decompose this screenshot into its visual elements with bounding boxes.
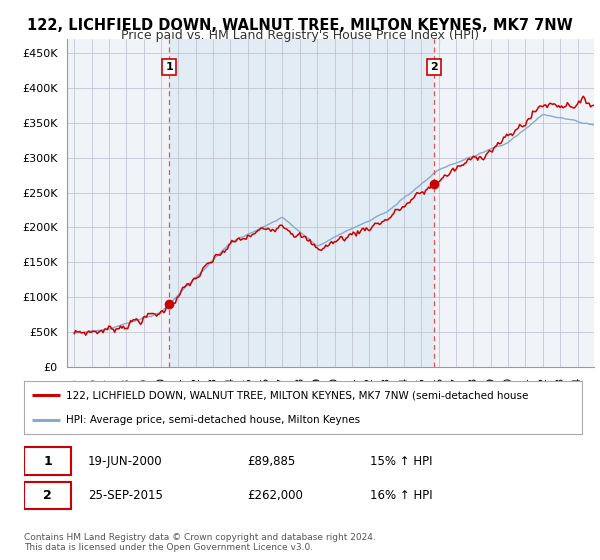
Text: 19-JUN-2000: 19-JUN-2000 — [88, 455, 163, 468]
Text: 2: 2 — [43, 489, 52, 502]
Text: £262,000: £262,000 — [247, 489, 303, 502]
FancyBboxPatch shape — [24, 447, 71, 475]
Text: Contains HM Land Registry data © Crown copyright and database right 2024.: Contains HM Land Registry data © Crown c… — [24, 533, 376, 542]
Text: £89,885: £89,885 — [247, 455, 295, 468]
Text: 122, LICHFIELD DOWN, WALNUT TREE, MILTON KEYNES, MK7 7NW: 122, LICHFIELD DOWN, WALNUT TREE, MILTON… — [27, 18, 573, 33]
FancyBboxPatch shape — [24, 482, 71, 510]
Text: HPI: Average price, semi-detached house, Milton Keynes: HPI: Average price, semi-detached house,… — [66, 414, 360, 424]
Bar — [169, 39, 434, 367]
Text: 122, LICHFIELD DOWN, WALNUT TREE, MILTON KEYNES, MK7 7NW (semi-detached house: 122, LICHFIELD DOWN, WALNUT TREE, MILTON… — [66, 390, 528, 400]
Text: This data is licensed under the Open Government Licence v3.0.: This data is licensed under the Open Gov… — [24, 543, 313, 552]
Text: 15% ↑ HPI: 15% ↑ HPI — [370, 455, 433, 468]
Text: 1: 1 — [43, 455, 52, 468]
Text: 25-SEP-2015: 25-SEP-2015 — [88, 489, 163, 502]
Text: 2: 2 — [430, 62, 438, 72]
Text: 1: 1 — [165, 62, 173, 72]
Text: Price paid vs. HM Land Registry's House Price Index (HPI): Price paid vs. HM Land Registry's House … — [121, 29, 479, 42]
Text: 16% ↑ HPI: 16% ↑ HPI — [370, 489, 433, 502]
